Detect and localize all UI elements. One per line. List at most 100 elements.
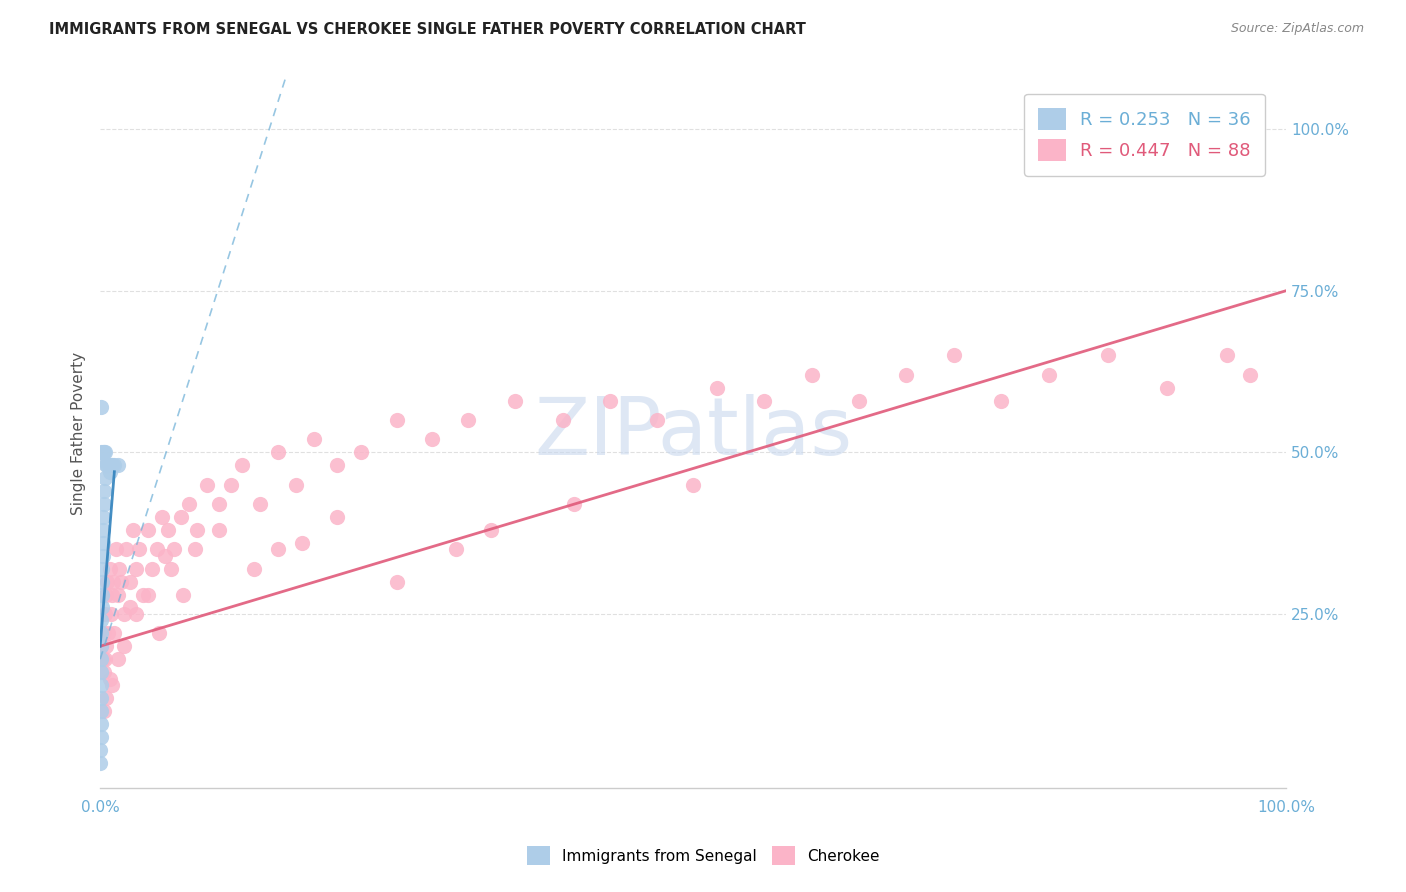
Point [94, 471, 117, 485]
Point [125, 562, 148, 576]
Point [136, 523, 159, 537]
Point [291, 536, 314, 550]
Point [481, 523, 503, 537]
Point [302, 433, 325, 447]
Point [94, 588, 117, 602]
Point [682, 477, 704, 491]
Point [564, 497, 586, 511]
Point [444, 542, 467, 557]
Point [98, 672, 121, 686]
Point [94, 458, 117, 473]
Point [125, 607, 148, 621]
Point [208, 497, 231, 511]
Point [128, 542, 150, 557]
Legend: Immigrants from Senegal, Cherokee: Immigrants from Senegal, Cherokee [520, 840, 886, 871]
Point [90, 562, 112, 576]
Point [98, 465, 121, 479]
Point [326, 510, 349, 524]
Point [97, 626, 120, 640]
Point [1156, 381, 1178, 395]
Point [118, 600, 141, 615]
Point [96, 574, 118, 589]
Point [93, 626, 115, 640]
Point [184, 542, 207, 557]
Point [385, 574, 408, 589]
Point [647, 413, 669, 427]
Text: ZIPatlas: ZIPatlas [534, 394, 852, 472]
Point [90, 716, 112, 731]
Point [112, 639, 135, 653]
Point [457, 413, 479, 427]
Point [990, 393, 1012, 408]
Point [90, 665, 112, 679]
Point [91, 652, 114, 666]
Point [284, 477, 307, 491]
Point [90, 639, 112, 653]
Point [96, 458, 118, 473]
Point [90, 730, 112, 744]
Point [1215, 348, 1237, 362]
Point [848, 393, 870, 408]
Point [94, 445, 117, 459]
Point [243, 562, 266, 576]
Point [150, 510, 173, 524]
Point [110, 574, 132, 589]
Point [93, 497, 115, 511]
Point [91, 549, 114, 563]
Point [94, 652, 117, 666]
Point [420, 433, 443, 447]
Point [326, 458, 349, 473]
Point [93, 704, 115, 718]
Point [231, 458, 253, 473]
Point [90, 451, 112, 466]
Point [1038, 368, 1060, 382]
Point [101, 588, 124, 602]
Point [93, 484, 115, 499]
Point [101, 458, 124, 473]
Point [103, 626, 125, 640]
Point [1097, 348, 1119, 362]
Point [115, 542, 138, 557]
Point [942, 348, 965, 362]
Point [90, 690, 112, 705]
Point [90, 639, 112, 653]
Point [90, 445, 112, 459]
Point [160, 562, 183, 576]
Point [195, 477, 218, 491]
Point [551, 413, 574, 427]
Point [350, 445, 373, 459]
Point [94, 639, 117, 653]
Point [107, 588, 129, 602]
Point [100, 607, 122, 621]
Point [148, 626, 170, 640]
Point [219, 477, 242, 491]
Y-axis label: Single Father Poverty: Single Father Poverty [72, 351, 86, 515]
Point [98, 562, 121, 576]
Point [90, 704, 112, 718]
Point [754, 393, 776, 408]
Point [94, 690, 117, 705]
Point [208, 523, 231, 537]
Point [112, 607, 135, 621]
Point [163, 542, 186, 557]
Point [177, 497, 200, 511]
Point [93, 445, 115, 459]
Point [89, 742, 111, 756]
Point [90, 574, 112, 589]
Point [101, 574, 124, 589]
Point [90, 626, 112, 640]
Point [706, 381, 728, 395]
Point [91, 523, 114, 537]
Point [100, 458, 122, 473]
Point [170, 510, 193, 524]
Point [101, 678, 124, 692]
Point [385, 413, 408, 427]
Point [90, 588, 112, 602]
Point [132, 588, 155, 602]
Point [104, 542, 127, 557]
Point [94, 607, 117, 621]
Point [107, 458, 129, 473]
Point [267, 445, 290, 459]
Point [93, 665, 115, 679]
Point [156, 523, 179, 537]
